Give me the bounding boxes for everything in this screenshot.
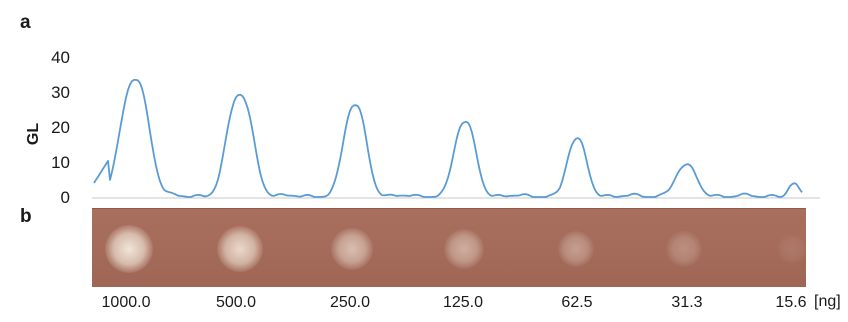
- sample-spot: [777, 234, 806, 264]
- sample-spot: [105, 225, 153, 273]
- y-axis-title: GL: [25, 123, 42, 145]
- dose-label: 62.5: [561, 294, 593, 311]
- y-tick-label: 40: [51, 48, 70, 67]
- y-tick-labels: 0 10 20 30 40: [51, 48, 70, 207]
- dose-label: 125.0: [442, 294, 484, 311]
- sample-spot: [666, 231, 702, 267]
- dose-label: 15.6: [775, 294, 807, 311]
- panel-label-a: a: [20, 12, 31, 33]
- dose-label: 250.0: [329, 294, 371, 311]
- tlc-plate-strip: [92, 208, 806, 287]
- sample-spot: [331, 228, 373, 270]
- dose-unit: [ng]: [814, 293, 841, 310]
- y-tick-label: 10: [51, 153, 70, 172]
- sample-spot: [217, 226, 263, 272]
- densitogram-chart: GL 0 10 20 30 40: [25, 48, 820, 207]
- y-tick-label: 0: [61, 188, 70, 207]
- dose-label: 31.3: [671, 294, 703, 311]
- dose-label: 1000.0: [101, 294, 151, 311]
- panel-label-b: b: [20, 206, 32, 227]
- y-tick-label: 20: [51, 118, 70, 137]
- sample-spot: [558, 231, 594, 267]
- sample-spot: [444, 229, 484, 269]
- densitogram-trace: [93, 79, 803, 198]
- dose-label: 500.0: [215, 294, 257, 311]
- y-tick-label: 30: [51, 83, 70, 102]
